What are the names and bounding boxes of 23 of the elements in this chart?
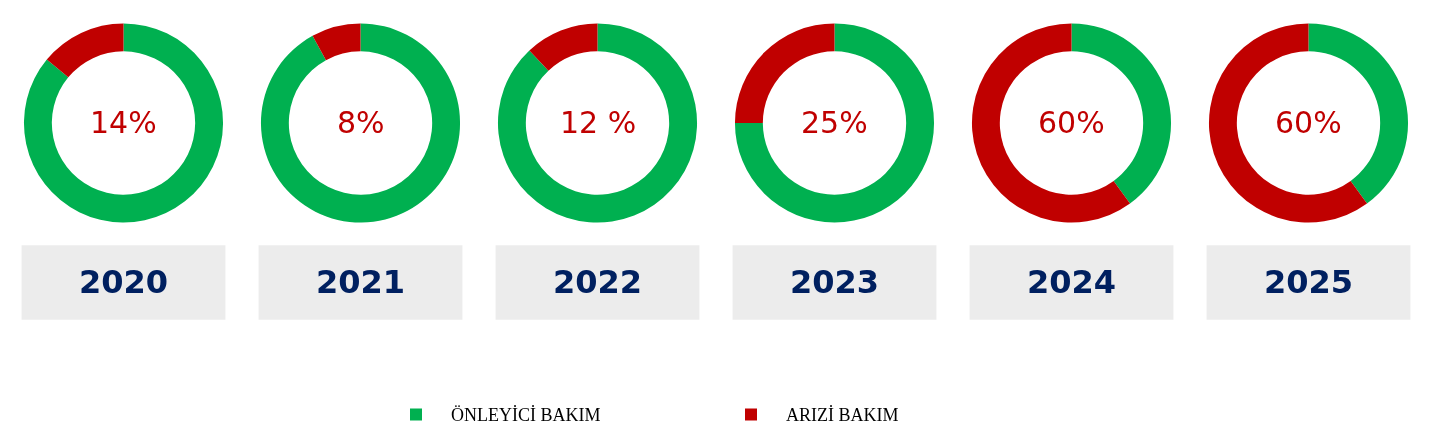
donut-slice — [971, 23, 1131, 223]
donut-slice — [734, 23, 934, 223]
text: 25% — [801, 105, 868, 140]
text: 60% — [1038, 105, 1105, 140]
text: 2020 — [79, 263, 169, 301]
donut-slice — [46, 23, 124, 78]
text: 2025 — [1264, 263, 1354, 301]
text: 8% — [337, 105, 385, 140]
donut-slice — [312, 23, 361, 61]
legend-label: ÖNLEYİCİ BAKIM — [451, 405, 601, 426]
donut-slice — [1208, 23, 1368, 223]
text: 12 % — [560, 105, 637, 140]
text: 60% — [1275, 105, 1342, 140]
donut-slice — [498, 23, 697, 223]
text: 2023 — [790, 263, 880, 301]
text: 14% — [90, 105, 157, 140]
text: 2021 — [316, 263, 406, 301]
legend-label: ARIZİ BAKIM — [786, 405, 899, 426]
donut-slice — [261, 23, 460, 223]
text: 2022 — [553, 263, 643, 301]
text: 2024 — [1027, 263, 1117, 301]
donut-slice — [529, 23, 598, 71]
donut-slice — [24, 23, 223, 223]
